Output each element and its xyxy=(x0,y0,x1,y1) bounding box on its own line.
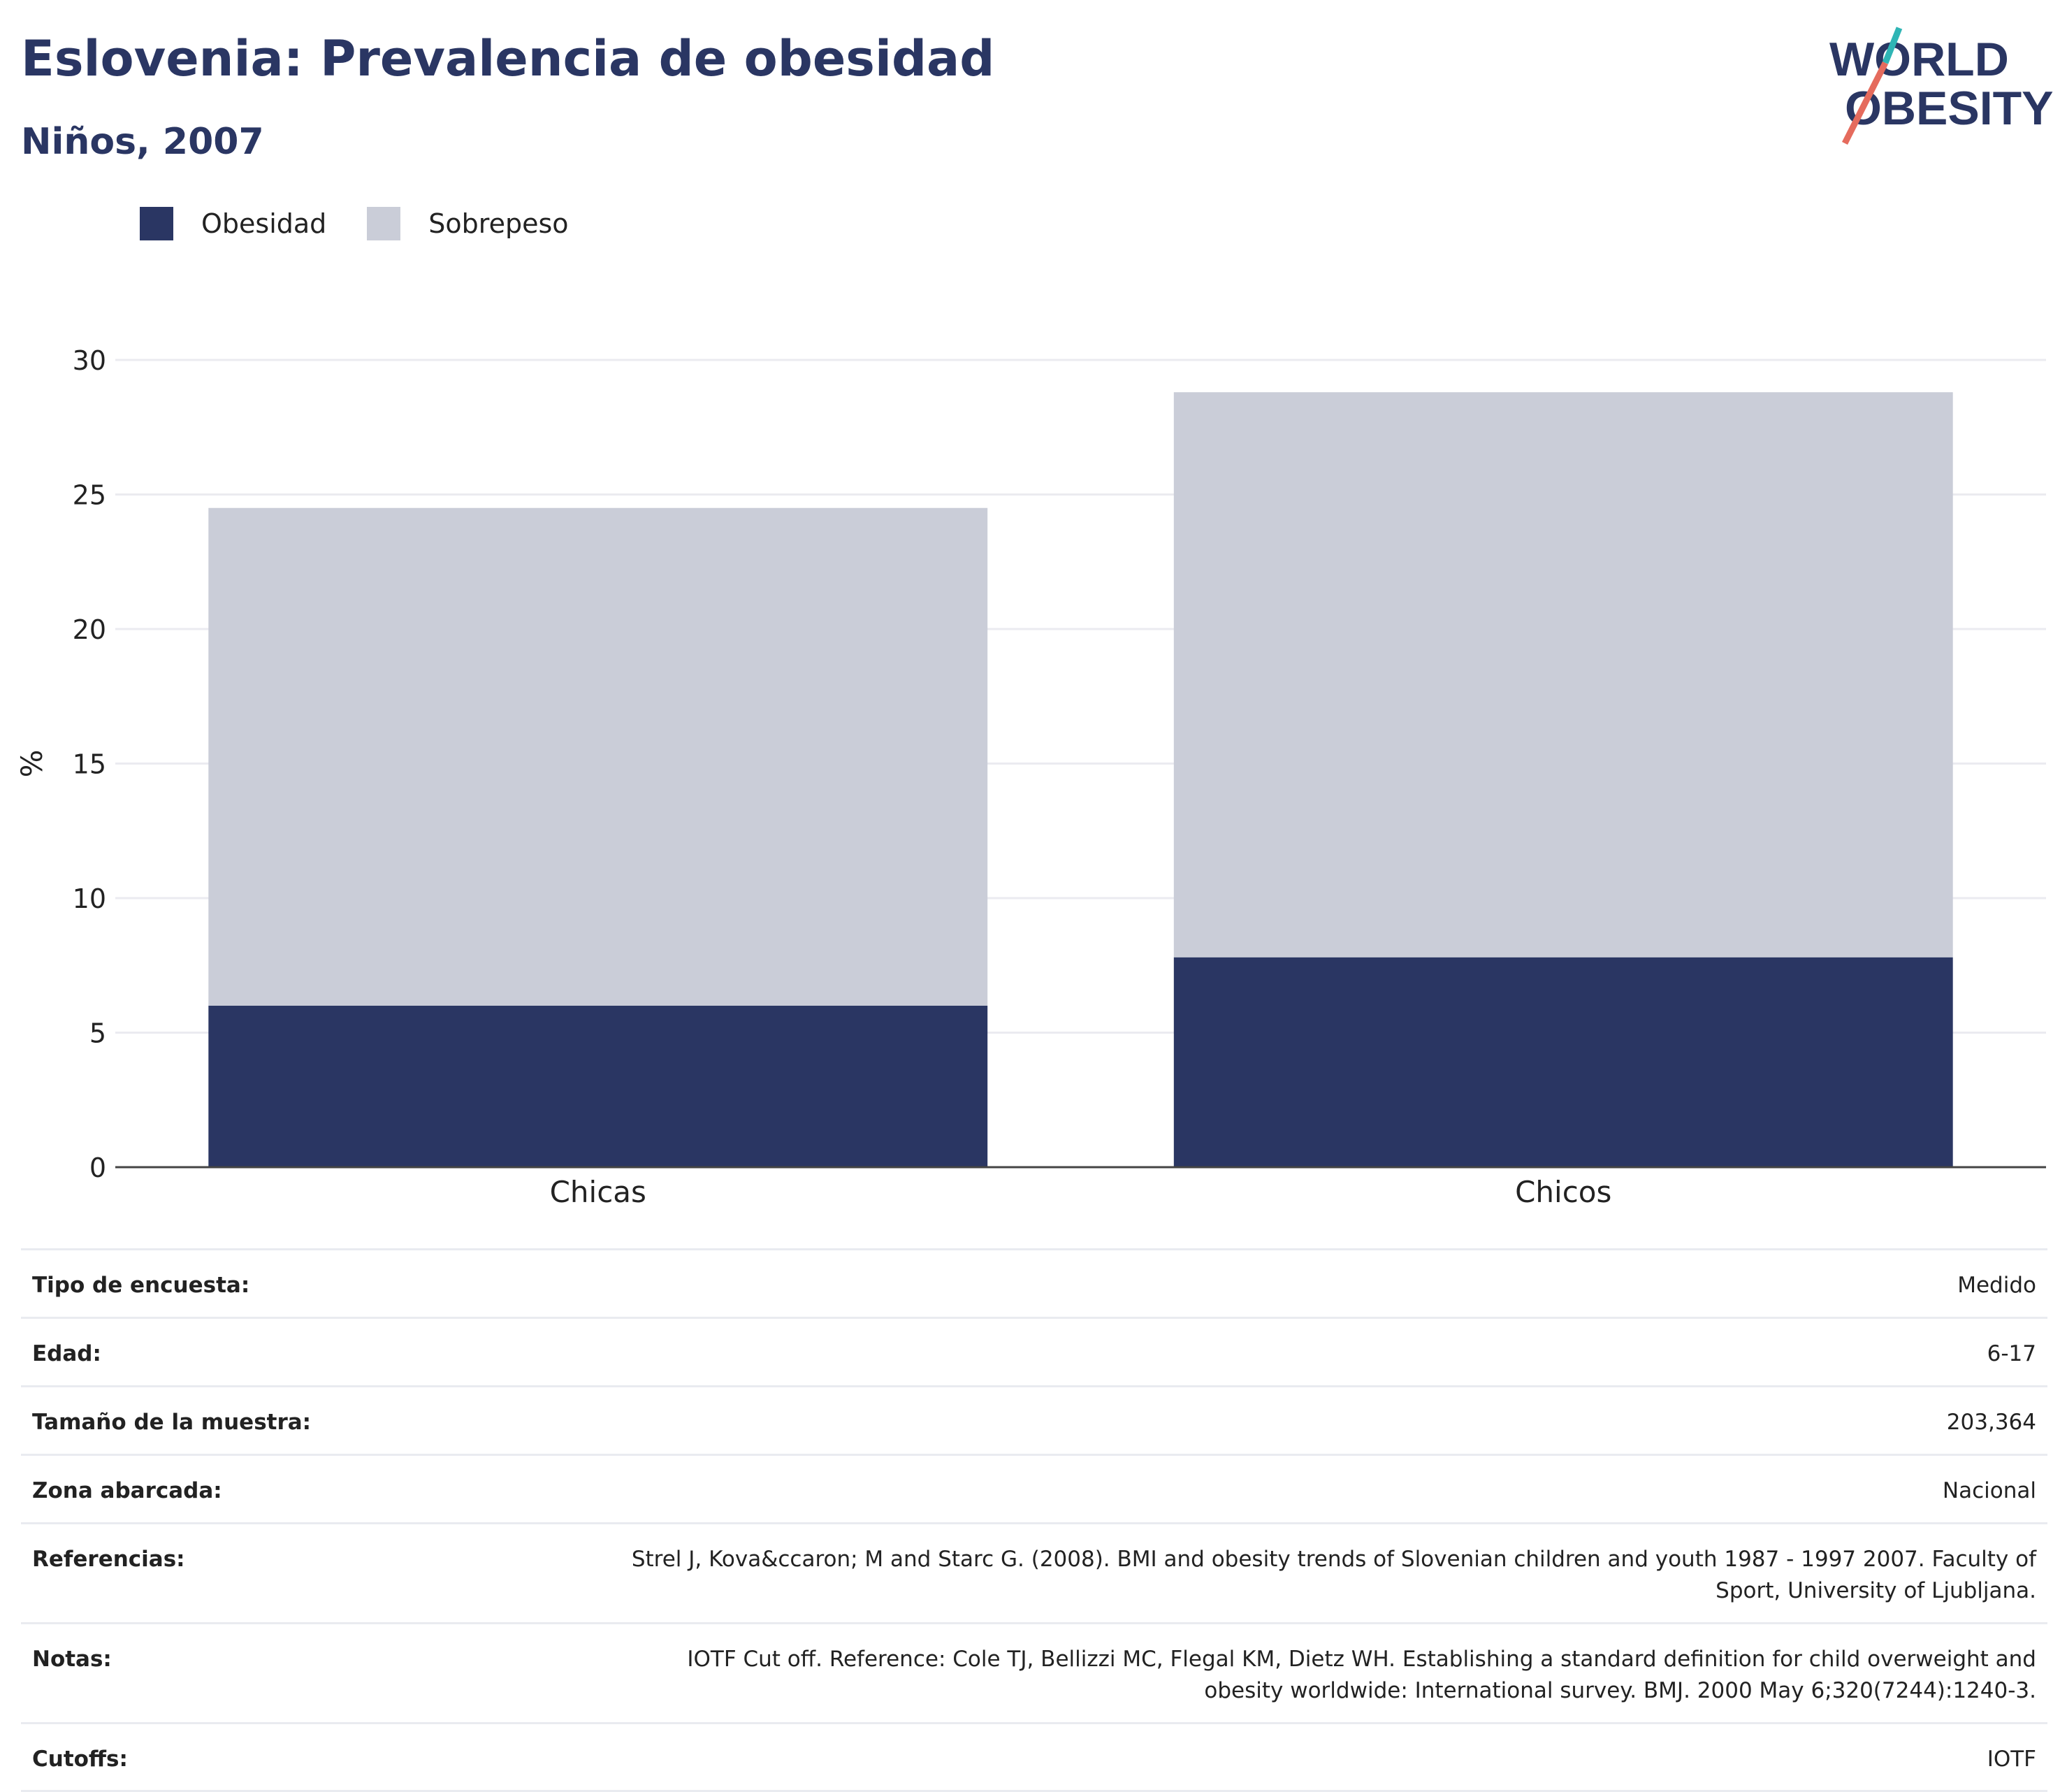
meta-key: Notas: xyxy=(32,1644,112,1675)
bar-obesity-chicas xyxy=(208,1006,987,1167)
legend-swatch-obesity xyxy=(140,207,173,240)
meta-row-age: Edad: 6-17 xyxy=(21,1317,2047,1385)
meta-row-notes: Notas: IOTF Cut off. Reference: Cole TJ,… xyxy=(21,1622,2047,1722)
bar-overweight-chicas xyxy=(208,508,987,1006)
logo-line-1: WORLD xyxy=(1829,33,2009,86)
y-tick-label: 5 xyxy=(89,1018,106,1049)
logo-line-2: OBESITY xyxy=(1845,82,2054,135)
y-tick-label: 25 xyxy=(73,480,106,511)
y-tick-label: 20 xyxy=(73,614,106,645)
y-tick-label: 0 xyxy=(89,1152,106,1183)
meta-value: Medido xyxy=(1957,1270,2036,1301)
meta-key: Tamaño de la muestra: xyxy=(32,1407,311,1438)
meta-key: Tipo de encuesta: xyxy=(32,1270,249,1301)
legend-label-overweight: Sobrepeso xyxy=(428,208,568,239)
legend-swatch-overweight xyxy=(367,207,400,240)
x-category-label: Chicas xyxy=(550,1175,646,1209)
meta-value: IOTF xyxy=(1987,1744,2036,1775)
y-tick-label: 30 xyxy=(73,345,106,376)
legend: Obesidad Sobrepeso xyxy=(140,207,609,240)
meta-value: IOTF Cut off. Reference: Cole TJ, Belliz… xyxy=(604,1644,2036,1707)
legend-item-obesity[interactable]: Obesidad xyxy=(140,207,326,240)
legend-label-obesity: Obesidad xyxy=(201,208,326,239)
stacked-bar-chart: 0 5 10 15 20 25 30% Chicas Chicos xyxy=(0,294,2067,1223)
bar-overweight-chicos xyxy=(1174,392,1953,957)
survey-metadata-table: Tipo de encuesta: Medido Edad: 6-17 Tama… xyxy=(21,1248,2047,1792)
x-category-label: Chicos xyxy=(1515,1175,1611,1209)
bar-obesity-chicos xyxy=(1174,958,1953,1167)
meta-value: Strel J, Kova&ccaron; M and Starc G. (20… xyxy=(604,1544,2036,1607)
meta-key: Edad: xyxy=(32,1338,101,1370)
meta-value: 203,364 xyxy=(1947,1407,2036,1438)
meta-value: 6-17 xyxy=(1987,1338,2036,1370)
chart-subtitle: Niños, 2007 xyxy=(21,120,264,164)
chart-title: Eslovenia: Prevalencia de obesidad xyxy=(21,29,994,88)
meta-row-references: Referencias: Strel J, Kova&ccaron; M and… xyxy=(21,1522,2047,1622)
legend-item-overweight[interactable]: Sobrepeso xyxy=(367,207,568,240)
y-tick-label: 15 xyxy=(73,749,106,780)
meta-key: Referencias: xyxy=(32,1544,185,1575)
meta-key: Zona abarcada: xyxy=(32,1475,222,1507)
meta-row-cutoffs: Cutoffs: IOTF xyxy=(21,1722,2047,1792)
meta-row-area: Zona abarcada: Nacional xyxy=(21,1454,2047,1522)
meta-value: Nacional xyxy=(1943,1475,2036,1507)
y-axis-title: % xyxy=(15,750,49,778)
y-tick-label: 10 xyxy=(73,883,106,914)
world-obesity-logo: WORLD OBESITY xyxy=(1817,21,2054,147)
meta-row-sample-size: Tamaño de la muestra: 203,364 xyxy=(21,1385,2047,1454)
meta-key: Cutoffs: xyxy=(32,1744,128,1775)
meta-row-survey-type: Tipo de encuesta: Medido xyxy=(21,1248,2047,1317)
